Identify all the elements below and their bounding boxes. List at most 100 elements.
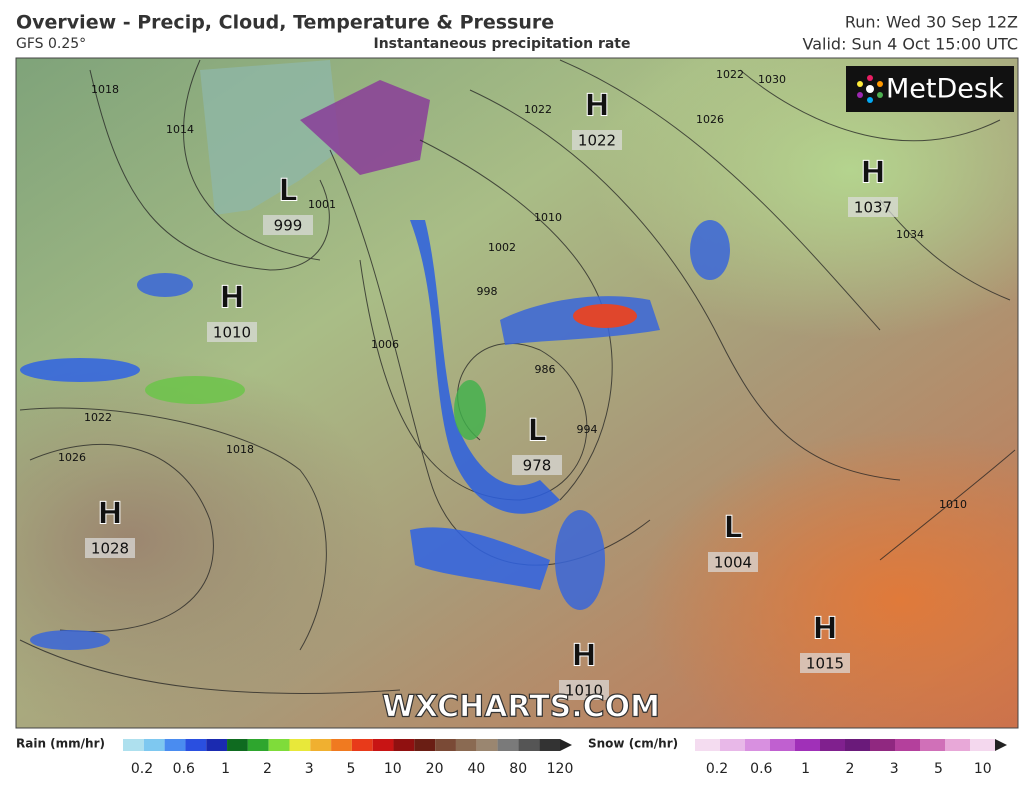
rain-legend-tick: 0.2 <box>131 761 153 777</box>
pressure-value-box <box>512 455 562 475</box>
snow-legend-title: Snow (cm/hr) <box>588 737 678 751</box>
snow-color-swatch <box>820 739 845 751</box>
rain-color-swatch <box>164 739 186 751</box>
snow-color-swatch <box>745 739 770 751</box>
isobar-label: 1018 <box>91 83 119 96</box>
rain-color-swatch <box>227 739 248 751</box>
isobar-label: 1026 <box>696 113 724 126</box>
rain-color-swatch <box>247 739 269 751</box>
rain-color-swatch <box>123 739 144 751</box>
rain-legend-title: Rain (mm/hr) <box>16 737 105 751</box>
model: GFS 0.25° <box>16 36 86 52</box>
pressure-center-letter: L <box>278 174 297 209</box>
isobar-label: 1022 <box>84 411 112 424</box>
rain-color-swatch <box>435 739 456 751</box>
isobar-label: 1022 <box>524 103 552 116</box>
rain-color-swatch-arrow <box>560 739 572 751</box>
rain-legend-tick: 120 <box>547 761 574 777</box>
pressure-center-value: 1004 <box>714 554 752 572</box>
precipitation <box>20 220 730 650</box>
map-frame <box>15 57 1019 729</box>
pressure-center-value: 1022 <box>578 132 616 150</box>
logo-icon <box>857 75 883 103</box>
rain-color-swatch <box>393 739 415 751</box>
snow-color-swatch <box>945 739 970 751</box>
isobar-label: 1010 <box>939 498 967 511</box>
snow-color-swatch <box>720 739 745 751</box>
pressure-value-box <box>207 322 257 342</box>
isobar-label: 1030 <box>758 73 786 86</box>
rain-color-swatch <box>289 739 311 751</box>
isobar-label: 1014 <box>166 123 194 136</box>
snow-color-swatch-arrow <box>995 739 1007 751</box>
rain-color-swatch <box>476 739 498 751</box>
rain-legend-tick: 2 <box>263 761 272 777</box>
rain-color-swatch <box>206 739 228 751</box>
snow-legend-tick: 3 <box>890 761 899 777</box>
rain-legend-tick: 40 <box>467 761 485 777</box>
logo-text: MetDesk <box>886 74 1004 105</box>
isobar-label: 1026 <box>58 451 86 464</box>
pressure-center-letter: H <box>812 612 837 647</box>
pressure-center-value: 1010 <box>213 324 251 342</box>
pressure-center-value: 999 <box>274 217 303 235</box>
snow-legend-tick: 2 <box>845 761 854 777</box>
run-time: Run: Wed 30 Sep 12Z <box>845 13 1018 32</box>
isobar-label: 1034 <box>896 228 924 241</box>
snow-color-swatch <box>845 739 870 751</box>
pressure-center-letter: H <box>97 497 122 532</box>
pressure-value-box <box>263 215 313 235</box>
isobar-label: 1006 <box>371 338 399 351</box>
snow-color-swatch <box>695 739 720 751</box>
rain-legend-tick: 20 <box>426 761 444 777</box>
rain-legend-tick: 10 <box>384 761 402 777</box>
rain-color-swatch <box>351 739 373 751</box>
isobar-label: 1002 <box>488 241 516 254</box>
isobar-label: 1010 <box>534 211 562 224</box>
pressure-center-letter: L <box>723 511 742 546</box>
pressure-center-letter: H <box>584 89 609 124</box>
snow-color-swatch <box>895 739 920 751</box>
snow-legend-tick: 5 <box>934 761 943 777</box>
rain-color-swatch <box>455 739 477 751</box>
valid-time: Valid: Sun 4 Oct 15:00 UTC <box>803 35 1018 54</box>
pressure-value-box <box>708 552 758 572</box>
rain-legend-tick: 3 <box>305 761 314 777</box>
pressure-center-value: 1015 <box>806 655 844 673</box>
rain-color-swatch <box>497 739 519 751</box>
pressure-value-box <box>800 653 850 673</box>
snow-color-swatch <box>970 739 995 751</box>
snow-color-swatch <box>770 739 795 751</box>
snow-color-swatch <box>795 739 820 751</box>
pressure-center-value: 1028 <box>91 540 129 558</box>
isobar-label: 1001 <box>308 198 336 211</box>
snow-legend-tick: 10 <box>974 761 992 777</box>
title: Overview - Precip, Cloud, Temperature & … <box>16 12 554 34</box>
pressure-value-box <box>85 538 135 558</box>
rain-color-swatch <box>310 739 332 751</box>
subtitle: Instantaneous precipitation rate <box>374 36 631 52</box>
pressure-center-letter: L <box>527 414 546 449</box>
rain-color-swatch <box>331 739 352 751</box>
isobar-label: 1022 <box>716 68 744 81</box>
rain-legend-tick: 1 <box>221 761 230 777</box>
pressure-center-value: 1010 <box>565 682 603 700</box>
rain-color-swatch <box>268 739 290 751</box>
pressure-center-letter: H <box>860 156 885 191</box>
isobar-label: 986 <box>535 363 556 376</box>
isobar-label: 994 <box>577 423 598 436</box>
rain-color-swatch <box>143 739 165 751</box>
rain-legend-tick: 5 <box>347 761 356 777</box>
rain-legend-tick: 0.6 <box>173 761 195 777</box>
snow-legend-tick: 0.6 <box>750 761 772 777</box>
snow-color-swatch <box>870 739 895 751</box>
rain-color-swatch <box>185 739 207 751</box>
isobar-label: 998 <box>477 285 498 298</box>
pressure-center-value: 1037 <box>854 199 892 217</box>
rain-legend-tick: 80 <box>509 761 527 777</box>
pressure-center-value: 978 <box>523 457 552 475</box>
watermark: WXCHARTS.COM <box>382 690 660 725</box>
pressure-center-letter: H <box>571 639 596 674</box>
snow-legend-tick: 0.2 <box>706 761 728 777</box>
